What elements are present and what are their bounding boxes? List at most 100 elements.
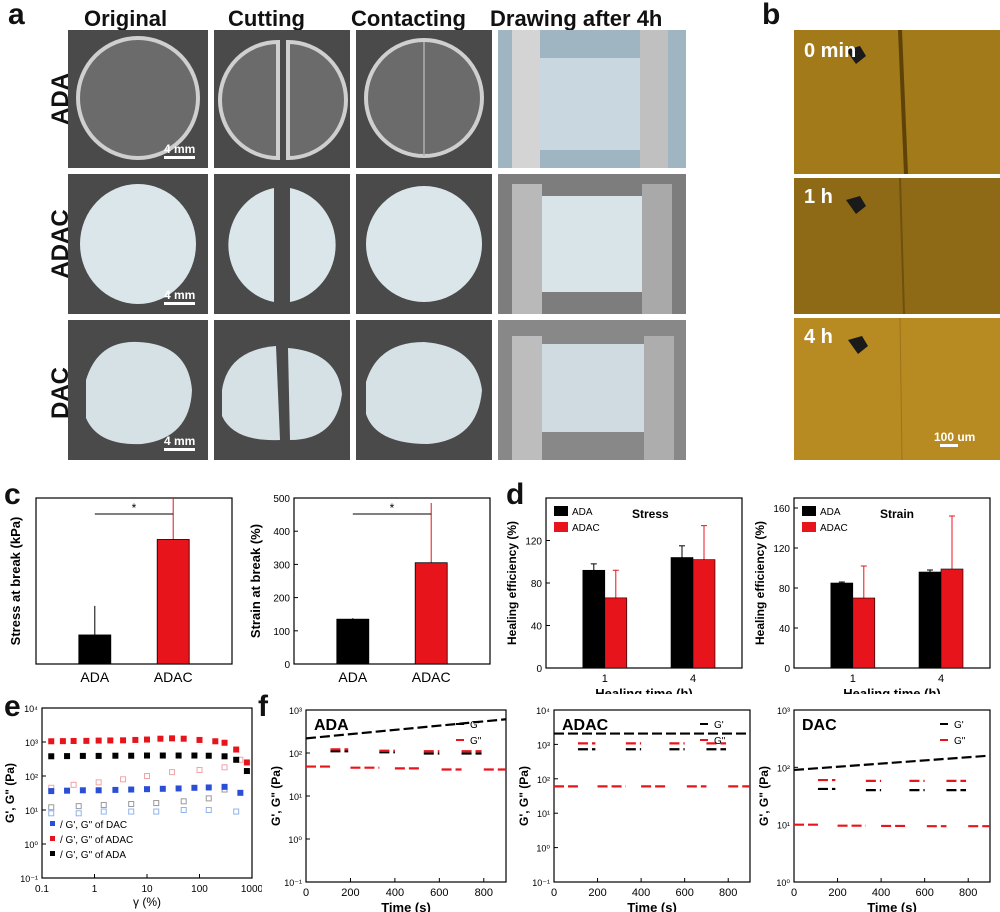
data-point	[243, 768, 250, 775]
y-tick-label: 80	[531, 579, 543, 590]
y-axis-label: G', G" (Pa)	[269, 766, 283, 826]
chart-timesweep-dac: 0 200 400 600 800 10⁰ 10¹ 10² 10³ DAC G' G" Time (s)…	[757, 706, 991, 912]
axes-frame	[553, 709, 751, 883]
y-tick-label: 10²	[25, 772, 38, 782]
panel-letter-e: e	[4, 690, 21, 723]
chart-healing-strain: 0 40 80 120 160 1 4 ADA ADAC Strain Healing time (…	[753, 497, 991, 694]
data-point	[144, 752, 150, 759]
y-axis-label: Healing efficiency (%)	[753, 521, 767, 645]
data-point	[70, 781, 77, 788]
data-point	[180, 735, 187, 742]
x-tick-label: 200	[588, 887, 606, 899]
photo-adac-cutting	[214, 174, 350, 314]
chart-title: DAC	[802, 717, 837, 734]
data-point	[205, 795, 212, 802]
photo-dac-contacting	[356, 320, 492, 460]
data-point	[59, 738, 66, 745]
data-point	[120, 737, 127, 744]
data-point	[205, 807, 212, 813]
photo-ada-contacting	[356, 30, 492, 168]
x-tick-label: 400	[872, 887, 890, 899]
series-g-prime-segment	[305, 718, 507, 740]
legend-label: / G', G" of ADAC	[60, 835, 133, 846]
y-axis-label: G', G" (Pa)	[3, 763, 17, 823]
data-point	[95, 752, 102, 759]
panel-letter-a: a	[8, 0, 25, 31]
x-tick-label: 800	[719, 887, 737, 899]
data-point	[221, 783, 228, 790]
bar-ada-4	[670, 557, 694, 669]
x-axis-label: Healing time (h)	[843, 686, 941, 694]
data-point	[95, 737, 102, 744]
significance-label: *	[390, 501, 395, 515]
significance-label: *	[132, 501, 137, 515]
data-point	[233, 746, 240, 753]
data-point	[83, 737, 90, 744]
y-tick-label: 500	[273, 494, 290, 505]
y-tick-label: 200	[273, 594, 290, 605]
data-point	[191, 784, 198, 791]
y-tick-label: 80	[779, 584, 791, 595]
x-tick-label: ADA	[338, 669, 367, 685]
y-tick-label: 100	[273, 627, 290, 638]
legend-label: / G', G" of ADA	[60, 850, 126, 861]
y-tick-label: 0	[784, 664, 790, 675]
data-point	[48, 753, 55, 760]
y-tick-label: 400	[273, 527, 290, 538]
chart-title: Strain	[880, 507, 914, 521]
axes-frame	[293, 497, 491, 665]
data-point	[157, 735, 164, 742]
y-tick-label: 10¹	[25, 806, 38, 816]
bar-ada-1	[830, 582, 854, 669]
x-tick-label: 600	[675, 887, 693, 899]
y-tick-label: 120	[773, 544, 790, 555]
legend-marker	[50, 836, 55, 841]
y-axis-label: Strain at break (%)	[248, 524, 263, 638]
photo-adac-drawing	[498, 174, 686, 314]
legend-label: G"	[954, 736, 966, 747]
legend-label: ADAC	[820, 523, 848, 534]
x-tick-label: 800	[959, 887, 977, 899]
x-tick-label: 600	[915, 887, 933, 899]
column-title-contacting: Contacting	[351, 6, 466, 31]
time-label-0min: 0 min	[804, 40, 857, 62]
axes-frame	[35, 497, 233, 665]
data-point	[128, 752, 135, 759]
chart-timesweep-adac: 0 200 400 600 800 10⁻¹ 10⁰ 10¹ 10² 10³ 10⁴ ADAC G' G"…	[517, 706, 751, 912]
x-axis-label: γ (%)	[133, 895, 161, 909]
x-tick-label: 0.1	[35, 884, 49, 895]
series-g-prime-segment	[793, 754, 991, 772]
data-point	[221, 753, 228, 760]
y-axis-label: G', G" (Pa)	[517, 766, 531, 826]
panel-letter-f: f	[258, 690, 268, 723]
bar-ada-4	[918, 571, 942, 669]
x-axis-label: Time (s)	[627, 900, 677, 912]
micrograph-4h: 4 h 100 um	[794, 318, 1000, 460]
y-tick-label: 40	[531, 622, 543, 633]
scale-bar-label: 4 mm	[164, 288, 196, 302]
y-tick-label: 10³	[777, 706, 790, 716]
bar-adac	[156, 539, 190, 665]
data-point	[48, 804, 55, 811]
data-point	[205, 784, 212, 791]
y-tick-label: 10⁻¹	[532, 878, 550, 888]
micrograph-0min: 0 min	[794, 30, 1000, 174]
y-tick-label: 120	[525, 537, 542, 548]
data-point	[79, 787, 86, 794]
time-label-4h: 4 h	[804, 326, 833, 348]
legend-swatch-ada	[554, 506, 568, 516]
data-point	[191, 752, 198, 759]
x-tick-label: 600	[430, 887, 448, 899]
legend-label: G'	[470, 720, 480, 731]
photo-dac-drawing	[498, 320, 686, 460]
data-point	[233, 756, 240, 763]
data-point	[196, 767, 203, 774]
y-tick-label: 10¹	[537, 809, 550, 819]
photo-dac-cutting	[214, 320, 350, 460]
data-point	[153, 800, 160, 807]
data-point	[48, 738, 55, 745]
bar-adac-4	[692, 559, 716, 669]
x-tick-label: 0	[551, 887, 557, 899]
scale-bar: 4 mm	[164, 434, 196, 451]
chart-stress-at-break: ADA ADAC * Stress at break (kPa)	[8, 497, 233, 685]
